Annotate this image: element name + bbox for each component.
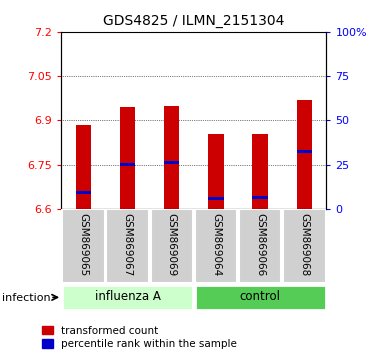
Bar (164, 161, 180, 164)
Bar (151, 209, 193, 283)
Bar (164, 106, 180, 209)
Bar (208, 134, 224, 209)
Bar (62, 209, 105, 283)
Text: control: control (240, 290, 281, 303)
Bar (76, 125, 91, 209)
Bar (283, 209, 326, 283)
Bar (239, 209, 281, 283)
Legend: transformed count, percentile rank within the sample: transformed count, percentile rank withi… (42, 326, 237, 349)
Bar (62, 285, 193, 310)
Text: influenza A: influenza A (95, 290, 161, 303)
Text: GSM869068: GSM869068 (299, 213, 309, 276)
Bar (76, 191, 91, 194)
Bar (195, 285, 326, 310)
Bar (120, 107, 135, 209)
Bar (297, 100, 312, 209)
Text: GSM869069: GSM869069 (167, 213, 177, 276)
Bar (208, 197, 224, 200)
Bar (120, 163, 135, 166)
Bar (297, 150, 312, 153)
Text: GSM869067: GSM869067 (122, 213, 132, 276)
Text: infection: infection (2, 293, 50, 303)
Bar (252, 134, 268, 209)
Text: GSM869064: GSM869064 (211, 213, 221, 276)
Bar (195, 209, 237, 283)
Text: GSM869066: GSM869066 (255, 213, 265, 276)
Bar (252, 196, 268, 199)
Title: GDS4825 / ILMN_2151304: GDS4825 / ILMN_2151304 (103, 14, 285, 28)
Bar (106, 209, 149, 283)
Text: GSM869065: GSM869065 (78, 213, 88, 276)
